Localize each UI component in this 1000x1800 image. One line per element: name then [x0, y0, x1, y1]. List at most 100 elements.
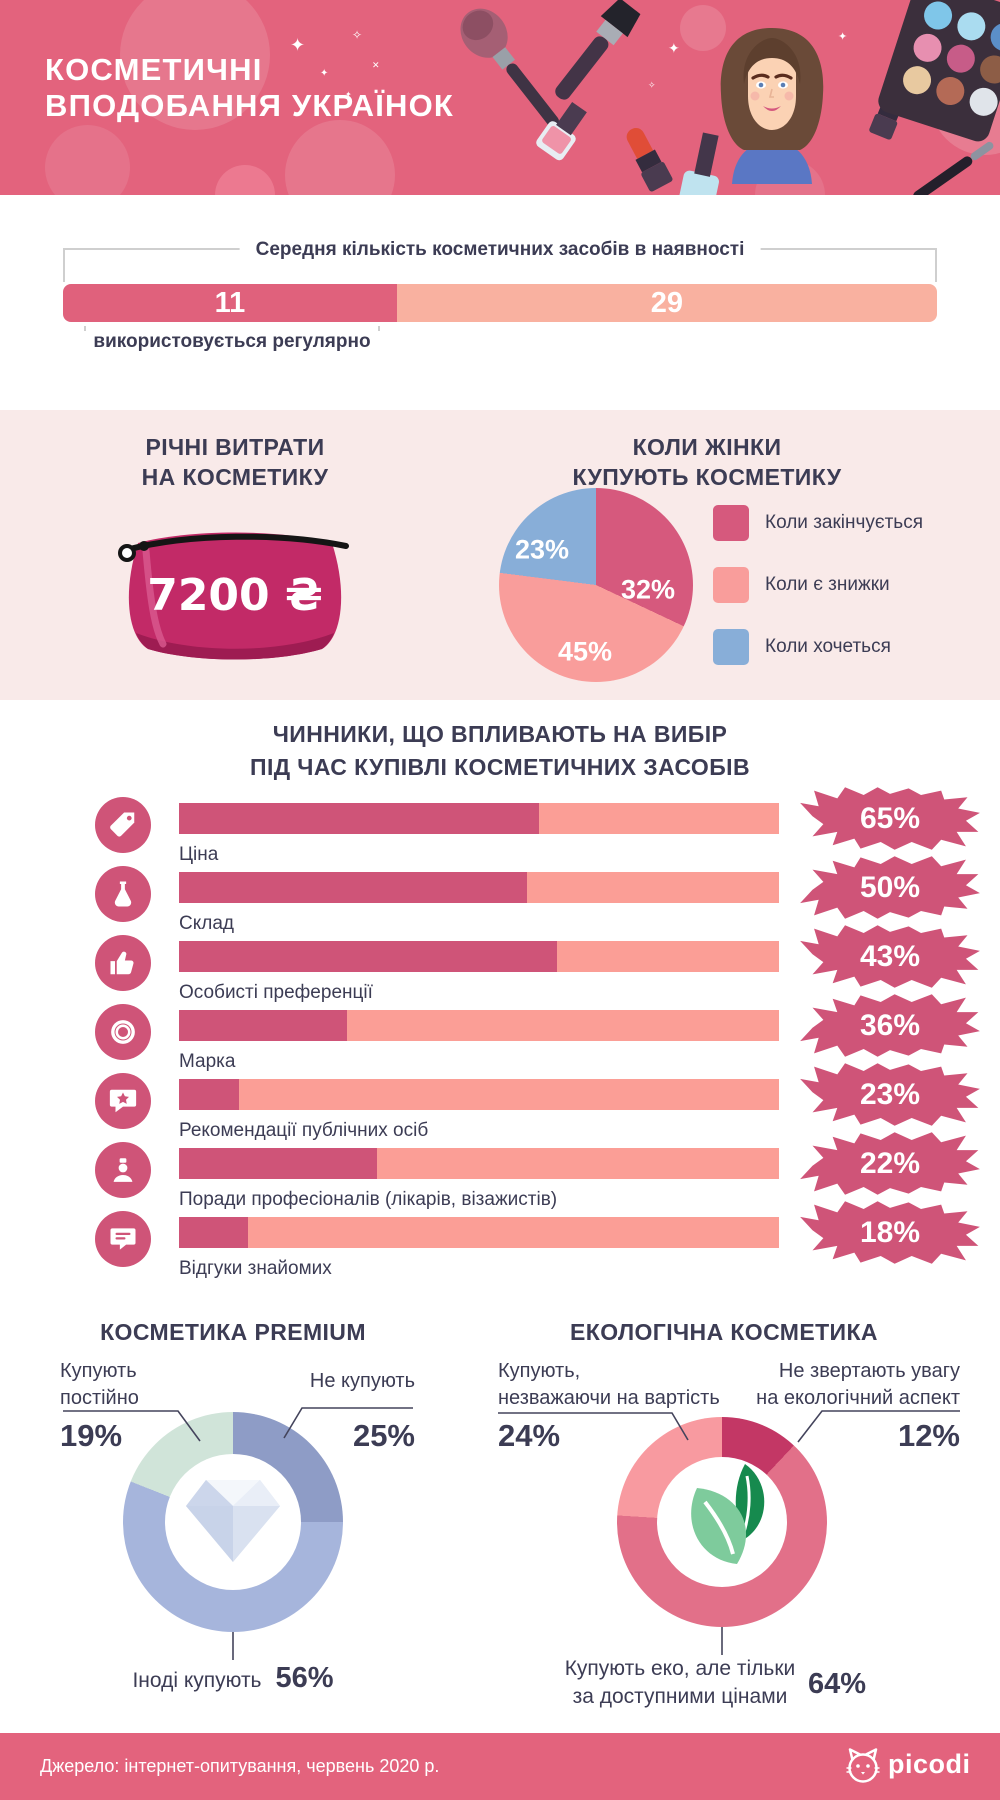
cosmetic-bag-illustration: [118, 532, 349, 660]
factor-bar: [179, 1217, 779, 1248]
legend-label: Коли закінчується: [765, 512, 923, 533]
factor-bar-fill: [179, 1010, 347, 1041]
bubble: [45, 125, 130, 195]
page-title: КОСМЕТИЧНІ ВПОДОБАННЯ УКРАЇНОК: [45, 52, 454, 124]
bubble: [680, 5, 726, 51]
factor-bar: [179, 941, 779, 972]
factor-bar-fill: [179, 941, 557, 972]
avg-products-footnote: використовується регулярно: [81, 331, 383, 353]
factor-value-splash: 18%: [797, 1199, 983, 1266]
factor-bar-fill: [179, 1148, 377, 1179]
sparkle-icon: ✦: [668, 40, 680, 56]
legend-label: Коли хочеться: [765, 636, 891, 657]
avg-products-bracket-bottom: використовується регулярно: [81, 326, 383, 353]
diamond-icon: [186, 1480, 280, 1562]
factor-value-splash: 50%: [797, 854, 983, 921]
premium-title: КОСМЕТИКА PREMIUM: [100, 1319, 366, 1345]
page-title-line1: КОСМЕТИЧНІ: [45, 52, 263, 87]
sparkle-icon: ✦: [345, 90, 352, 99]
when-buy-pie: [499, 488, 693, 682]
factor-bar: [179, 1079, 779, 1110]
legend-swatch-discounts: [713, 567, 749, 603]
premium-label-never: Не купують: [309, 1370, 415, 1392]
legend-label: Коли є знижки: [765, 574, 890, 595]
avg-rest-value: 29: [650, 286, 684, 319]
factor-row-brand: Марка 36%: [0, 994, 1000, 1079]
when-buy-title: КОЛИ ЖІНКИ КУПУЮТЬ КОСМЕТИКУ: [572, 434, 842, 490]
legend-item: Коли є знижки: [713, 567, 890, 603]
factor-label: Склад: [179, 913, 234, 934]
factor-value-splash: 36%: [797, 992, 983, 1059]
premium-value-never: 25%: [352, 1418, 415, 1453]
premium-value-always: 19%: [60, 1418, 123, 1453]
professional-person-icon: [95, 1142, 151, 1198]
eco-value-ignore-aspect: 12%: [897, 1418, 960, 1453]
chat-bubble-icon: [95, 1211, 151, 1267]
source-note: Джерело: інтернет-опитування, червень 20…: [40, 1756, 440, 1776]
sparkle-icon: ✧: [648, 80, 656, 90]
factors-title: ЧИННИКИ, ЩО ВПЛИВАЮТЬ НА ВИБІР ПІД ЧАС К…: [250, 721, 750, 780]
factor-row-friends-reviews: Відгуки знайомих 18%: [0, 1201, 1000, 1286]
woman-avatar: [720, 28, 824, 184]
pie-value-32: 32%: [620, 574, 676, 605]
legend-item: Коли закінчується: [713, 505, 923, 541]
footer: Джерело: інтернет-опитування, червень 20…: [0, 1733, 1000, 1800]
makeup-illustrations: [460, 0, 1000, 195]
factor-value-splash: 22%: [797, 1130, 983, 1197]
factor-row-preferences: Особисті преференції 43%: [0, 925, 1000, 1010]
factor-label: Відгуки знайомих: [179, 1258, 332, 1279]
page-title-line2: ВПОДОБАННЯ УКРАЇНОК: [45, 88, 455, 123]
factor-value-splash: 43%: [797, 923, 983, 990]
eco-title: ЕКОЛОГІЧНА КОСМЕТИКА: [570, 1319, 878, 1345]
factor-label: Поради професіоналів (лікарів, візажисті…: [179, 1189, 558, 1210]
eco-label-ignore-aspect: Не звертають увагу на екологічний аспект: [756, 1360, 960, 1409]
picodi-brand: picodi: [888, 1749, 971, 1779]
factor-bar-fill: [179, 1217, 248, 1248]
star-bubble-icon: [95, 1073, 151, 1129]
pie-value-45: 45%: [557, 636, 613, 667]
eco-leaves-icon: [691, 1464, 765, 1564]
pie-value-23: 23%: [514, 534, 570, 565]
sparkle-icon: ✦: [290, 35, 306, 55]
premium-label-sometimes: Іноді купують 56%: [132, 1662, 334, 1694]
factor-row-ingredients: Склад 50%: [0, 856, 1000, 941]
eco-value-regardless-cost: 24%: [498, 1418, 561, 1453]
factor-bar-fill: [179, 803, 539, 834]
legend-swatch-runs-out: [713, 505, 749, 541]
bubble: [120, 0, 270, 130]
factor-bar-fill: [179, 872, 527, 903]
factor-row-public-recommendations: Рекомендації публічних осіб 23%: [0, 1063, 1000, 1148]
sparkle-icon: ✧: [352, 28, 363, 42]
avg-products-title: Середня кількість косметичних засобів в …: [239, 239, 761, 261]
eco-value-affordable: 64%: [808, 1668, 867, 1700]
factor-bar-fill: [179, 1079, 239, 1110]
avg-regular-value: 11: [214, 286, 246, 319]
brand-badge-icon: [95, 1004, 151, 1060]
factor-label: Рекомендації публічних осіб: [179, 1120, 429, 1141]
price-tag-icon: [95, 797, 151, 853]
eco-label-regardless-cost: Купують, незважаючи на вартість: [498, 1360, 720, 1409]
factor-label: Особисті преференції: [179, 982, 373, 1003]
factor-label: Ціна: [179, 844, 219, 865]
factor-bar: [179, 803, 779, 834]
header-banner: ✦ ✦ ✧ ✕ ✦ ✦ ✧ ✦ КОСМЕТИЧНІ ВПОДОБАННЯ УК…: [0, 0, 1000, 195]
avg-bar-segment-regular: 11: [63, 284, 397, 322]
factor-label: Марка: [179, 1051, 236, 1072]
flask-icon: [95, 866, 151, 922]
factor-value-splash: 23%: [797, 1061, 983, 1128]
avg-bar-segment-rest: 29: [396, 284, 937, 322]
avg-products-bracket-top: Середня кількість косметичних засобів в …: [63, 239, 937, 282]
sparkle-icon: ✕: [372, 60, 380, 70]
legend-item: Коли хочеться: [713, 629, 891, 665]
spending-title: РІЧНІ ВИТРАТИ НА КОСМЕТИКУ: [141, 434, 329, 490]
sparkle-icon: ✦: [320, 68, 329, 79]
avg-products-bar: 11 29: [63, 284, 937, 322]
factor-bar: [179, 1010, 779, 1041]
eco-label-affordable: Купують еко, але тільки за доступними ці…: [564, 1657, 796, 1708]
factor-bar: [179, 872, 779, 903]
callout-lines: [63, 1407, 960, 1660]
annual-spending-amount: 7200 ₴: [147, 570, 323, 621]
sparkle-icon: ✦: [838, 31, 848, 43]
factor-bar: [179, 1148, 779, 1179]
